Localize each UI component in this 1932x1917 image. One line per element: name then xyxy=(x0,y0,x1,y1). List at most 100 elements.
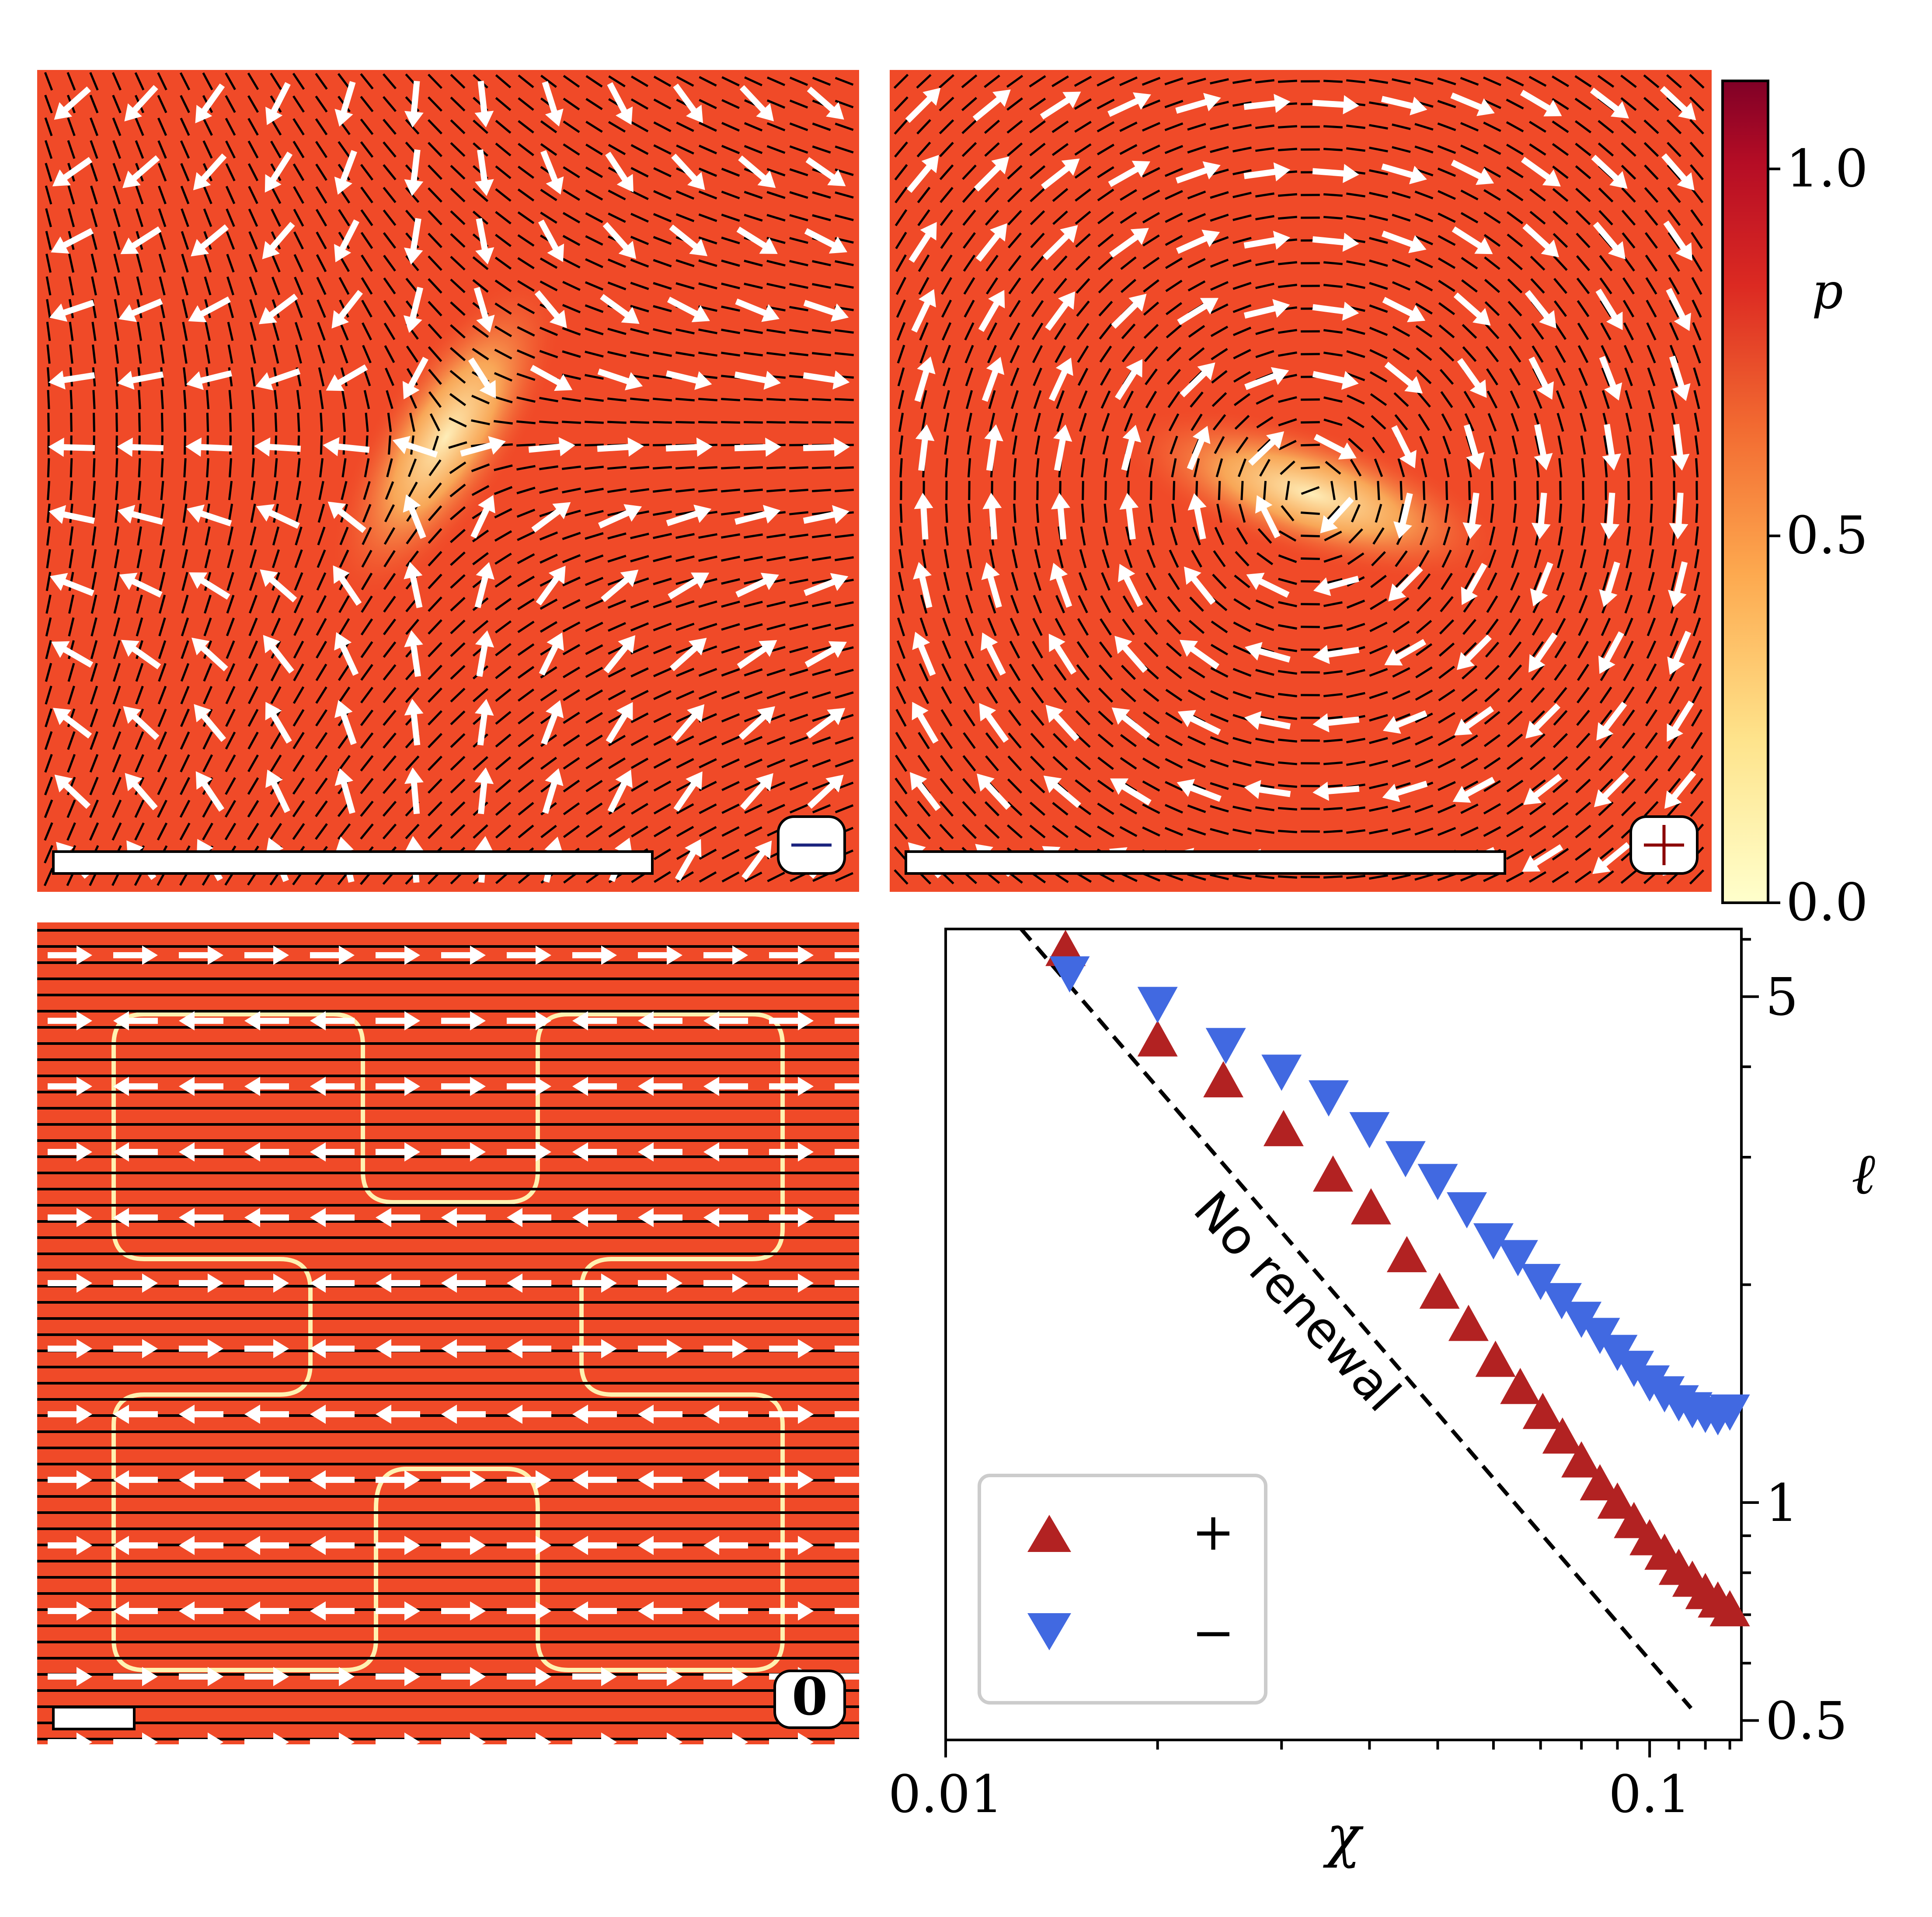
director-dash xyxy=(835,421,854,424)
director-dash xyxy=(1323,329,1343,334)
polarization-arrow xyxy=(741,840,772,880)
polarization-arrow xyxy=(1051,493,1070,540)
director-dash xyxy=(1278,829,1297,834)
director-dash xyxy=(1233,598,1251,610)
director-dash xyxy=(1506,98,1524,110)
director-dash xyxy=(1576,255,1591,271)
director-dash xyxy=(68,595,74,614)
director-dash xyxy=(1486,390,1498,409)
director-dash xyxy=(202,822,213,841)
director-dash xyxy=(1529,121,1546,133)
director-dash xyxy=(1278,530,1297,542)
director-dash xyxy=(135,663,144,682)
polarization-arrow xyxy=(376,1470,420,1489)
director-dash xyxy=(1529,825,1546,838)
polarization-arrow xyxy=(179,1208,223,1227)
plus-marker xyxy=(1263,1110,1304,1146)
polarization-arrow xyxy=(474,562,495,608)
director-dash xyxy=(157,95,167,113)
director-dash xyxy=(1647,367,1656,386)
director-dash xyxy=(1414,145,1434,154)
director-dash xyxy=(517,666,535,679)
director-dash xyxy=(987,617,997,637)
polarization-arrow xyxy=(376,1733,420,1744)
director-dash xyxy=(45,617,52,637)
director-dash xyxy=(292,73,305,90)
director-dash xyxy=(789,260,808,267)
polarization-arrow xyxy=(376,1142,420,1162)
polarization-arrow xyxy=(310,1011,355,1030)
director-dash xyxy=(984,142,1000,157)
polarization-arrow xyxy=(1053,424,1072,471)
polarization-arrow xyxy=(1451,160,1494,185)
legend-plus-marker xyxy=(1027,1515,1071,1552)
polarization-arrow xyxy=(256,504,300,529)
director-dash xyxy=(1599,686,1612,704)
director-dash xyxy=(744,826,762,837)
director-dash xyxy=(316,254,327,272)
director-dash xyxy=(1393,574,1409,589)
director-dash xyxy=(383,755,397,772)
director-dash xyxy=(1599,255,1613,271)
director-dash xyxy=(1464,572,1475,591)
director-dash xyxy=(179,72,191,90)
polarization-arrow xyxy=(1521,157,1561,187)
polarization-arrow xyxy=(740,773,773,811)
director-dash xyxy=(472,620,489,634)
director-dash xyxy=(91,617,97,637)
director-dash xyxy=(985,209,999,226)
director-dash xyxy=(585,258,603,268)
director-dash xyxy=(585,487,604,494)
director-dash xyxy=(1013,458,1017,477)
director-dash xyxy=(744,145,763,154)
director-dash xyxy=(1055,618,1066,636)
director-dash xyxy=(1483,757,1501,770)
director-dash xyxy=(585,667,603,678)
director-dash xyxy=(944,435,949,455)
director-dash xyxy=(1148,526,1155,546)
polarization-arrow xyxy=(835,1542,859,1548)
director-dash xyxy=(494,464,513,471)
director-dash xyxy=(272,549,280,568)
director-dash xyxy=(1462,324,1477,339)
director-dash xyxy=(362,527,372,545)
director-dash xyxy=(766,99,786,109)
director-dash xyxy=(494,348,512,360)
director-dash xyxy=(473,142,488,157)
director-dash xyxy=(1255,79,1274,83)
director-dash xyxy=(540,734,557,747)
director-dash xyxy=(1121,688,1136,703)
polarization-arrow xyxy=(244,1470,289,1489)
polarization-arrow xyxy=(179,1273,223,1293)
director-dash xyxy=(986,663,998,682)
polarization-arrow xyxy=(244,1142,289,1162)
director-dash xyxy=(1053,255,1068,271)
director-dash xyxy=(248,617,258,637)
director-dash xyxy=(943,572,950,591)
director-dash xyxy=(1393,392,1409,407)
director-dash xyxy=(653,351,672,357)
polarization-arrow xyxy=(474,80,494,128)
director-dash xyxy=(941,663,952,682)
director-dash xyxy=(45,663,52,682)
director-dash xyxy=(1165,235,1183,246)
director-dash xyxy=(1210,736,1229,745)
director-dash xyxy=(1008,255,1022,271)
director-dash xyxy=(1369,191,1388,198)
director-dash xyxy=(204,549,211,568)
polarization-arrow xyxy=(113,1208,158,1227)
director-dash xyxy=(1580,526,1586,546)
director-dash xyxy=(1255,806,1274,811)
director-dash xyxy=(1555,368,1566,386)
director-dash xyxy=(766,668,786,677)
director-dash xyxy=(1506,76,1524,87)
director-dash xyxy=(228,458,233,477)
director-dash xyxy=(899,526,903,546)
director-dash xyxy=(1531,641,1544,658)
director-dash xyxy=(405,619,419,635)
polarization-arrow xyxy=(541,700,564,745)
director-dash xyxy=(653,98,672,110)
polarization-arrow xyxy=(113,946,158,965)
director-dash xyxy=(1010,618,1020,636)
director-dash xyxy=(1323,554,1343,563)
